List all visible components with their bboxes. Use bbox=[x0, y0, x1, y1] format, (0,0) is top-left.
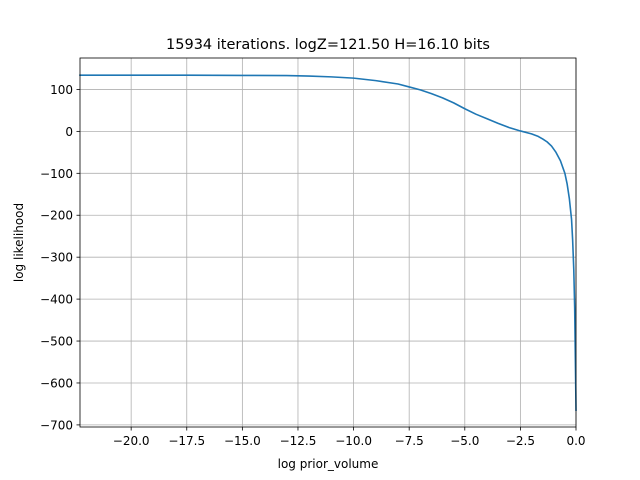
x-tick-label: −15.0 bbox=[224, 434, 261, 448]
y-tick-label: −100 bbox=[40, 167, 73, 181]
x-tick-label: −17.5 bbox=[168, 434, 205, 448]
y-tick-label: 0 bbox=[65, 125, 73, 139]
tick-layer: −20.0 −17.5 −15.0 −12.5 −10.0 −7.5 −5.0 −2.5 0.0… bbox=[40, 83, 586, 448]
y-tick-label: −200 bbox=[40, 209, 73, 223]
y-tick-label: 100 bbox=[50, 83, 73, 97]
x-tick-label: 0.0 bbox=[566, 434, 585, 448]
chart-title: 15934 iterations. logZ=121.50 H=16.10 bi… bbox=[166, 37, 490, 53]
x-tick-label: −7.5 bbox=[395, 434, 424, 448]
x-tick-label: −20.0 bbox=[113, 434, 150, 448]
y-tick-label: −300 bbox=[40, 251, 73, 265]
x-tick-label: −5.0 bbox=[450, 434, 479, 448]
x-tick-label: −12.5 bbox=[280, 434, 317, 448]
x-axis-label: log prior_volume bbox=[278, 457, 379, 471]
y-tick-label: −700 bbox=[40, 418, 73, 432]
grid-layer bbox=[80, 58, 577, 427]
x-tick-label: −10.0 bbox=[335, 434, 372, 448]
y-tick-label: −400 bbox=[40, 293, 73, 307]
y-tick-label: −500 bbox=[40, 335, 73, 349]
series-layer bbox=[79, 74, 577, 412]
likelihood-series-line bbox=[79, 74, 577, 412]
x-tick-label: −2.5 bbox=[506, 434, 535, 448]
plot-frame bbox=[79, 57, 577, 428]
y-axis-label: log likelihood bbox=[12, 203, 26, 282]
y-tick-label: −600 bbox=[40, 376, 73, 390]
